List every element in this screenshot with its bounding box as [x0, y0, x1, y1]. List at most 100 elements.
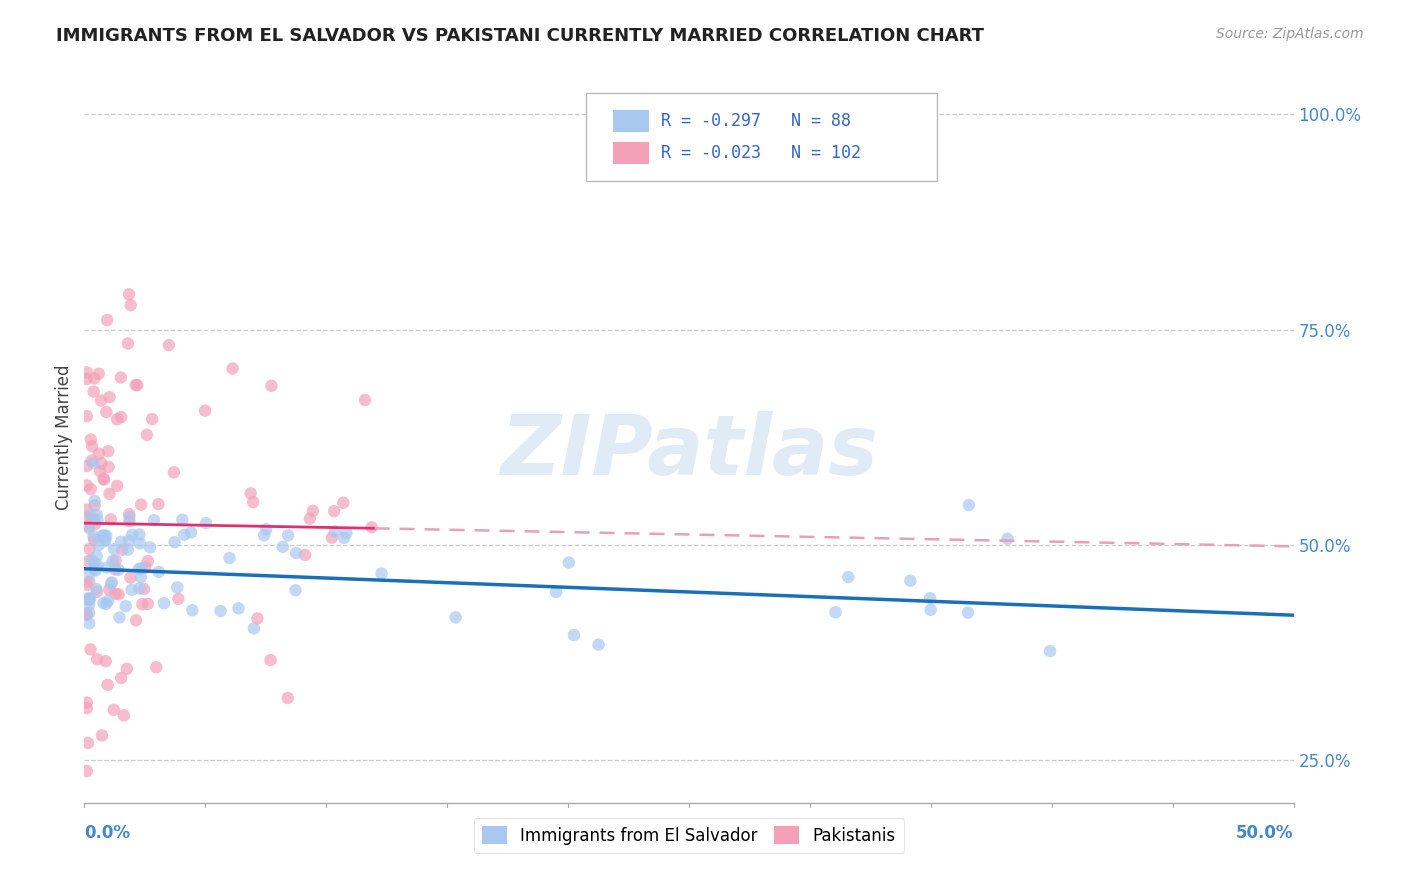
Point	[125, 613, 148, 627]
Point	[120, 571, 142, 585]
Point	[82, 439, 104, 453]
Point	[77, 616, 100, 631]
Point	[277, 691, 299, 706]
Point	[87, 367, 110, 381]
Point	[131, 561, 153, 575]
Point	[93, 473, 115, 487]
Point	[997, 532, 1019, 546]
Point	[117, 542, 139, 557]
Point	[77, 606, 100, 620]
Point	[243, 622, 266, 636]
Point	[546, 585, 568, 599]
Point	[101, 554, 124, 568]
Point	[76, 701, 98, 715]
Point	[107, 563, 129, 577]
Point	[86, 582, 108, 596]
Point	[76, 578, 98, 592]
Point	[259, 653, 281, 667]
Point	[166, 581, 188, 595]
Point	[136, 554, 159, 568]
Point	[97, 460, 120, 475]
Point	[86, 549, 108, 563]
Y-axis label: Currently Married: Currently Married	[55, 364, 73, 510]
Point	[321, 531, 343, 545]
Point	[98, 390, 121, 404]
FancyBboxPatch shape	[613, 143, 650, 164]
Point	[128, 582, 150, 596]
Point	[105, 479, 128, 493]
Text: IMMIGRANTS FROM EL SALVADOR VS PAKISTANI CURRENTLY MARRIED CORRELATION CHART: IMMIGRANTS FROM EL SALVADOR VS PAKISTANI…	[56, 27, 984, 45]
Point	[335, 525, 357, 540]
Point	[246, 611, 269, 625]
Point	[79, 541, 101, 556]
Point	[87, 447, 110, 461]
Point	[76, 365, 98, 379]
Point	[239, 486, 262, 500]
Point	[91, 528, 114, 542]
Point	[218, 551, 240, 566]
Point	[77, 574, 100, 589]
Point	[323, 504, 346, 518]
Point	[141, 412, 163, 426]
Point	[118, 507, 141, 521]
Point	[360, 520, 382, 534]
Point	[98, 582, 121, 597]
Point	[108, 610, 131, 624]
Point	[956, 606, 979, 620]
Point	[93, 471, 115, 485]
Text: 50.0%: 50.0%	[1236, 824, 1294, 842]
Point	[87, 558, 110, 573]
Point	[260, 379, 283, 393]
Point	[294, 548, 316, 562]
Point	[77, 554, 100, 568]
Text: R = -0.297   N = 88: R = -0.297 N = 88	[661, 112, 851, 130]
Point	[104, 562, 127, 576]
Point	[242, 495, 264, 509]
Point	[221, 361, 243, 376]
Point	[181, 603, 204, 617]
Point	[114, 599, 136, 614]
Legend: Immigrants from El Salvador, Pakistanis: Immigrants from El Salvador, Pakistanis	[474, 818, 904, 853]
Point	[96, 529, 118, 543]
Text: R = -0.023   N = 102: R = -0.023 N = 102	[661, 145, 860, 162]
Point	[115, 662, 138, 676]
Point	[298, 511, 321, 525]
Point	[96, 597, 118, 611]
Point	[94, 533, 117, 547]
Point	[83, 499, 105, 513]
Point	[128, 527, 150, 541]
Point	[209, 604, 232, 618]
Point	[83, 533, 105, 547]
Point	[134, 560, 156, 574]
Point	[77, 598, 100, 612]
Point	[148, 565, 170, 579]
Point	[97, 593, 120, 607]
Point	[93, 596, 115, 610]
Point	[77, 521, 100, 535]
Point	[77, 519, 100, 533]
Text: Source: ZipAtlas.com: Source: ZipAtlas.com	[1216, 27, 1364, 41]
Point	[110, 409, 132, 424]
Point	[898, 574, 921, 588]
Point	[129, 498, 152, 512]
Point	[100, 576, 122, 591]
Point	[103, 703, 125, 717]
Point	[104, 587, 127, 601]
Point	[148, 497, 170, 511]
Point	[118, 287, 141, 301]
Point	[558, 556, 581, 570]
Point	[76, 510, 98, 524]
Point	[90, 456, 112, 470]
Point	[135, 428, 157, 442]
Point	[277, 528, 299, 542]
Point	[77, 591, 100, 605]
Point	[80, 482, 103, 496]
Point	[284, 583, 307, 598]
Point	[124, 378, 146, 392]
Point	[163, 466, 186, 480]
Point	[194, 403, 217, 417]
Point	[79, 591, 101, 606]
Point	[271, 540, 294, 554]
Point	[83, 384, 105, 399]
Point	[83, 562, 105, 576]
